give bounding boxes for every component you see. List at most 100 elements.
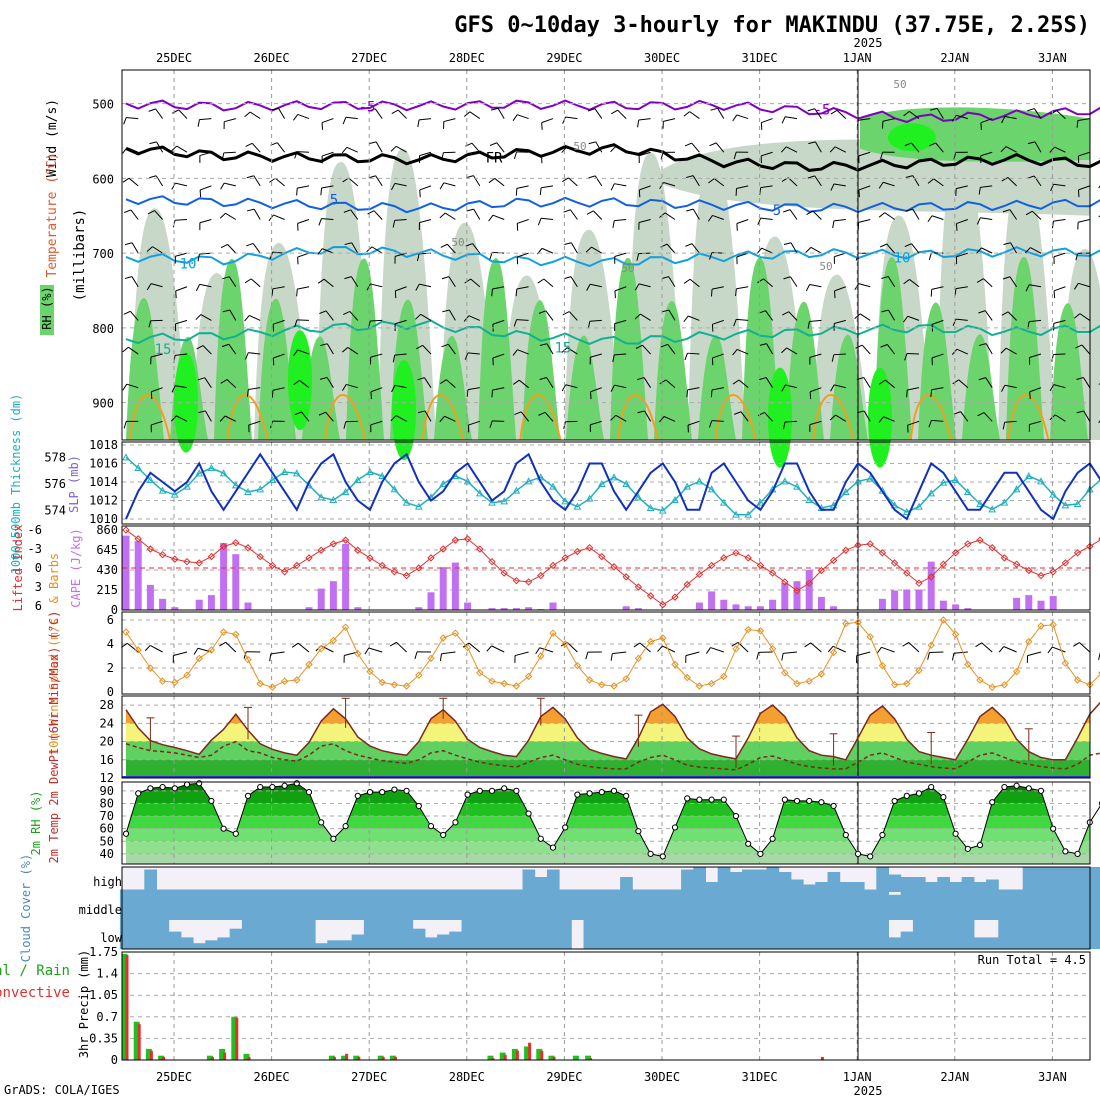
- thickness-point: [719, 498, 728, 506]
- rh-contour-label: 50: [819, 260, 832, 273]
- wind-barb: [782, 420, 798, 430]
- wind-barb: [952, 318, 968, 327]
- wind-barb: [1028, 420, 1042, 432]
- barb-flag: [956, 223, 958, 231]
- wind-barb: [415, 313, 432, 321]
- barb-flag: [614, 323, 616, 331]
- thickness-point: [183, 482, 191, 490]
- barb-flag: [246, 389, 249, 397]
- wind-barb: [488, 178, 505, 187]
- barb-shaft: [638, 118, 651, 121]
- barb-shaft: [155, 175, 164, 187]
- barb-shaft: [228, 343, 237, 355]
- cloud-middle-bar: [754, 892, 767, 920]
- cloud-high-bar: [266, 889, 279, 892]
- barb-shaft: [322, 248, 334, 254]
- barb-flag: [441, 343, 449, 348]
- lifted-index-point: [903, 569, 911, 577]
- isotherm-freezing: [125, 143, 1100, 172]
- cloud-high-bar: [1095, 867, 1100, 892]
- cloud-middle-bar: [132, 892, 145, 920]
- wind-barb: [661, 276, 676, 288]
- wind-barb: [466, 387, 480, 397]
- barb-flag: [1073, 313, 1081, 319]
- barb-shaft: [422, 345, 432, 355]
- lifted-index-point: [549, 561, 557, 570]
- barb-flag: [297, 257, 299, 265]
- barb-shaft: [956, 348, 969, 355]
- barb-shaft: [544, 411, 554, 422]
- lifted-index-point: [1049, 568, 1057, 576]
- warm-isotherm: [129, 394, 171, 441]
- barb-flag: [219, 641, 226, 647]
- wind-barb: [171, 145, 188, 153]
- barb-flag: [808, 141, 816, 145]
- cloud-low-bar: [339, 940, 353, 949]
- barb-shaft: [643, 377, 652, 388]
- barb-flag: [175, 290, 177, 299]
- wind-barb: [244, 111, 261, 120]
- barb-flag: [464, 278, 471, 284]
- cloud-high-bar: [705, 882, 719, 892]
- cloud-high-bar: [888, 874, 902, 892]
- wind-speed-point: [720, 672, 728, 681]
- wind-barb: [419, 185, 432, 198]
- wind-barb: [657, 645, 676, 653]
- barb-shaft: [1029, 387, 1042, 393]
- barb-flag: [319, 310, 327, 315]
- barb-shaft: [204, 410, 212, 422]
- lifted-index-point: [695, 570, 704, 579]
- cloud-high-bar: [668, 889, 682, 892]
- barb-flag: [637, 119, 640, 128]
- profile-y-tick: 700: [92, 247, 114, 261]
- wind-barb: [855, 344, 871, 355]
- wind-barb: [879, 243, 895, 254]
- barb-flag: [320, 343, 328, 347]
- wind-barb: [343, 651, 358, 663]
- wind-barb: [492, 353, 505, 366]
- cloud-high-bar: [876, 867, 889, 892]
- rh-shading: [126, 107, 1100, 468]
- barb-flag: [172, 109, 179, 114]
- rh-point: [244, 792, 252, 799]
- barb-flag: [1001, 385, 1006, 392]
- barb-flag: [537, 218, 542, 226]
- barb-shaft: [859, 313, 871, 321]
- lifted-index-point: [378, 561, 386, 570]
- wind-barb: [343, 209, 359, 220]
- barb-shaft: [296, 151, 310, 153]
- cape-bar: [207, 595, 215, 610]
- wind-speed-point: [451, 629, 460, 637]
- barb-shaft: [668, 309, 676, 321]
- rh-point: [928, 783, 935, 791]
- rh-point: [745, 840, 752, 847]
- cloud-low-bar: [205, 940, 218, 949]
- barb-shaft: [955, 318, 968, 321]
- barb-shaft: [321, 151, 334, 157]
- barb-shaft: [204, 377, 212, 388]
- barb-flag: [439, 653, 443, 662]
- precip-total-bar: [231, 1016, 238, 1060]
- cloud-middle-bar: [498, 892, 511, 920]
- precip-convective-bar: [235, 1018, 239, 1060]
- barb-flag: [416, 253, 420, 262]
- wind-barb: [806, 210, 822, 220]
- barb-shaft: [175, 252, 188, 257]
- barb-flag: [760, 122, 763, 130]
- barb-flag: [636, 253, 640, 261]
- barb-flag: [782, 421, 786, 430]
- lifted-index-point: [842, 546, 850, 554]
- wind-barb: [150, 387, 163, 400]
- barb-flag: [1076, 120, 1079, 128]
- cape-bar: [500, 608, 508, 610]
- wind-barb: [1003, 242, 1018, 254]
- wind-barb: [195, 314, 212, 321]
- barb-shaft: [911, 142, 920, 153]
- barb-flag: [683, 278, 691, 284]
- barb-flag: [904, 353, 908, 361]
- rh-area-moist: [610, 257, 648, 440]
- barb-shaft: [736, 348, 749, 355]
- precip-total-bar: [499, 1052, 506, 1060]
- wind-speed-point: [280, 677, 289, 685]
- wind-barb: [244, 315, 261, 322]
